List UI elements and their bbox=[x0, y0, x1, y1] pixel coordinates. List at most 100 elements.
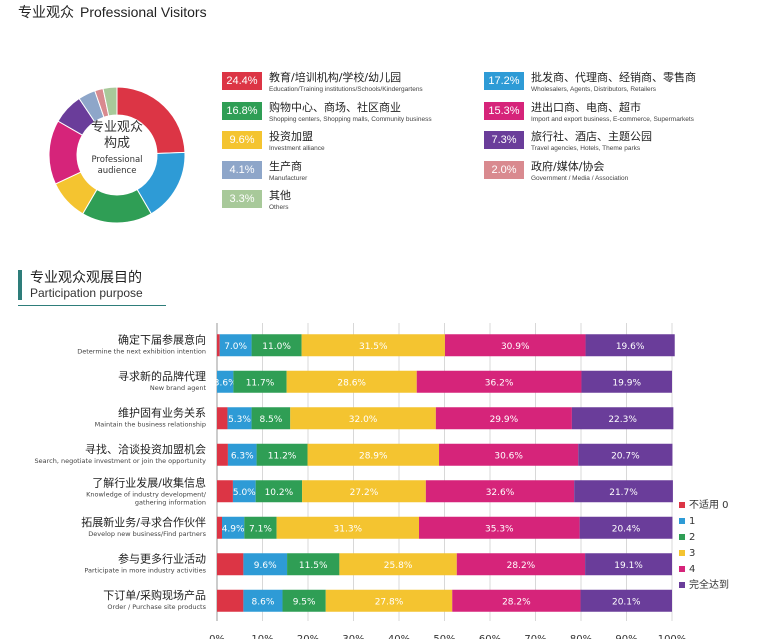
bar-segment bbox=[219, 334, 252, 357]
bar-segment bbox=[217, 589, 244, 612]
category-label-en: Develop new business/Find partners bbox=[88, 530, 206, 538]
bar-segment bbox=[217, 480, 233, 503]
participation-stacked-bar-chart: 7.0% 11.0% 31.5% 30.9% 19.6%确定下届参展意向Determin… bbox=[35, 323, 729, 639]
bar-data-label: 22.3% bbox=[608, 415, 637, 425]
category-label-cn: 寻找、洽谈投资加盟机会 bbox=[85, 442, 206, 456]
bar-segment bbox=[579, 516, 673, 539]
legend-item: 4.1% 生产商 Manufacturer bbox=[222, 161, 307, 185]
legend-swatch-percent: 3.3% bbox=[222, 190, 262, 208]
bar-data-label: 11.7% bbox=[246, 378, 275, 388]
bar-segment bbox=[282, 589, 326, 612]
category-label-en: Determine the next exhibition intention bbox=[77, 347, 206, 355]
x-tick-label: 20% bbox=[297, 634, 319, 639]
legend-label-cn: 投资加盟 bbox=[269, 130, 313, 143]
series-legend-swatch bbox=[679, 582, 685, 588]
legend-item: 17.2% 批发商、代理商、经销商、零售商 Wholesalers, Agents,… bbox=[484, 72, 696, 96]
section-participation-title: 专业观众观展目的 Participation purpose bbox=[18, 270, 143, 300]
legend-swatch-percent: 24.4% bbox=[222, 72, 262, 90]
donut-slice bbox=[102, 86, 118, 117]
legend-text: 进出口商、电商、超市 Import and export business, E-… bbox=[531, 102, 694, 126]
series-legend-swatch bbox=[679, 534, 685, 540]
bar-data-label: 28.9% bbox=[359, 451, 388, 461]
donut-center-line1: 专业观众 bbox=[91, 120, 143, 135]
legend-label-en: Manufacturer bbox=[269, 175, 308, 182]
bar-segment bbox=[243, 589, 283, 612]
category-label-cn: 寻求新的品牌代理 bbox=[118, 369, 206, 383]
bar-data-label: 27.8% bbox=[375, 597, 404, 607]
bar-segment bbox=[585, 334, 675, 357]
legend-label-en: Investment alliance bbox=[269, 145, 325, 152]
legend-swatch-percent: 2.0% bbox=[484, 161, 524, 179]
category-label-en: gathering information bbox=[135, 498, 206, 506]
category-label-en: Knowledge of industry development/ bbox=[86, 490, 207, 498]
bar-segment bbox=[222, 516, 245, 539]
section-title-cn: 专业观众观展目的 bbox=[30, 270, 142, 286]
bar-data-label: 27.2% bbox=[350, 488, 379, 498]
bar-segment bbox=[339, 553, 457, 576]
legend-label-cn: 其他 bbox=[269, 189, 291, 202]
bar-data-label: 8.6% bbox=[252, 597, 275, 607]
legend-swatch-percent: 17.2% bbox=[484, 72, 524, 90]
bar-segment bbox=[255, 480, 303, 503]
category-label-en: Search, negotiate investment or join the… bbox=[35, 457, 207, 465]
bar-segment bbox=[286, 370, 417, 393]
bar-data-label: 7.1% bbox=[249, 524, 272, 534]
bar-segment bbox=[574, 480, 673, 503]
bar-data-label: 29.9% bbox=[490, 415, 519, 425]
bar-segment bbox=[439, 443, 579, 466]
bar-segment bbox=[444, 334, 586, 357]
x-tick-label: 100% bbox=[658, 634, 687, 639]
bar-segment bbox=[227, 407, 252, 430]
bar-data-label: 19.9% bbox=[612, 378, 641, 388]
legend-item: 2.0% 政府/媒体/协会 Government / Media / Associa… bbox=[484, 161, 628, 185]
legend-item: 3.3% 其他 Others bbox=[222, 190, 291, 214]
legend-item: 16.8% 购物中心、商场、社区商业 Shopping centers, Shopp… bbox=[222, 102, 432, 126]
bar-data-label: 35.3% bbox=[485, 524, 514, 534]
legend-text: 购物中心、商场、社区商业 Shopping centers, Shopping m… bbox=[269, 102, 432, 126]
bar-data-label: 28.2% bbox=[502, 597, 531, 607]
bar-data-label: 5.3% bbox=[228, 415, 251, 425]
bar-segment bbox=[243, 553, 288, 576]
legend-swatch-percent: 7.3% bbox=[484, 131, 524, 149]
x-tick-label: 30% bbox=[342, 634, 364, 639]
series-legend-swatch bbox=[679, 502, 685, 508]
legend-label-cn: 购物中心、商场、社区商业 bbox=[269, 101, 401, 114]
bar-data-label: 20.1% bbox=[612, 597, 641, 607]
series-legend-label: 完全达到 bbox=[689, 578, 729, 591]
x-tick-label: 80% bbox=[570, 634, 592, 639]
bar-segment bbox=[232, 480, 256, 503]
legend-swatch-percent: 9.6% bbox=[222, 131, 262, 149]
bar-data-label: 9.5% bbox=[293, 597, 316, 607]
legend-text: 批发商、代理商、经销商、零售商 Wholesalers, Agents, Dist… bbox=[531, 72, 696, 96]
x-tick-label: 90% bbox=[615, 634, 637, 639]
series-legend-swatch bbox=[679, 518, 685, 524]
bar-data-label: 7.0% bbox=[224, 342, 247, 352]
legend-item: 15.3% 进出口商、电商、超市 Import and export busines… bbox=[484, 102, 694, 126]
bar-segment bbox=[452, 589, 581, 612]
series-legend-label: 不适用 0 bbox=[689, 499, 729, 511]
bar-data-label: 32.6% bbox=[486, 488, 515, 498]
bar-data-label: 6.3% bbox=[231, 451, 254, 461]
bar-data-label: 4.9% bbox=[222, 524, 245, 534]
bar-data-label: 5.0% bbox=[233, 488, 256, 498]
bar-segment bbox=[217, 370, 234, 393]
bar-data-label: 9.6% bbox=[254, 561, 277, 571]
bar-segment bbox=[435, 407, 572, 430]
bar-data-label: 11.2% bbox=[268, 451, 297, 461]
bar-data-label: 19.1% bbox=[614, 561, 643, 571]
bar-segment bbox=[301, 334, 445, 357]
category-label-cn: 了解行业发展/收集信息 bbox=[92, 475, 206, 489]
bar-segment bbox=[456, 553, 586, 576]
legend-label-en: Education/Training institutions/Schools/… bbox=[269, 86, 423, 93]
legend-text: 投资加盟 Investment alliance bbox=[269, 131, 325, 155]
bar-segment bbox=[581, 370, 672, 393]
legend-text: 生产商 Manufacturer bbox=[269, 161, 307, 185]
series-legend-label: 3 bbox=[689, 548, 695, 559]
legend-label-cn: 政府/媒体/协会 bbox=[531, 160, 605, 173]
bar-segment bbox=[580, 589, 672, 612]
legend-label-en: Others bbox=[269, 204, 289, 211]
bar-segment bbox=[276, 516, 420, 539]
donut-center-line4: audience bbox=[98, 166, 137, 176]
x-tick-label: 70% bbox=[524, 634, 546, 639]
bar-data-label: 30.6% bbox=[494, 451, 523, 461]
